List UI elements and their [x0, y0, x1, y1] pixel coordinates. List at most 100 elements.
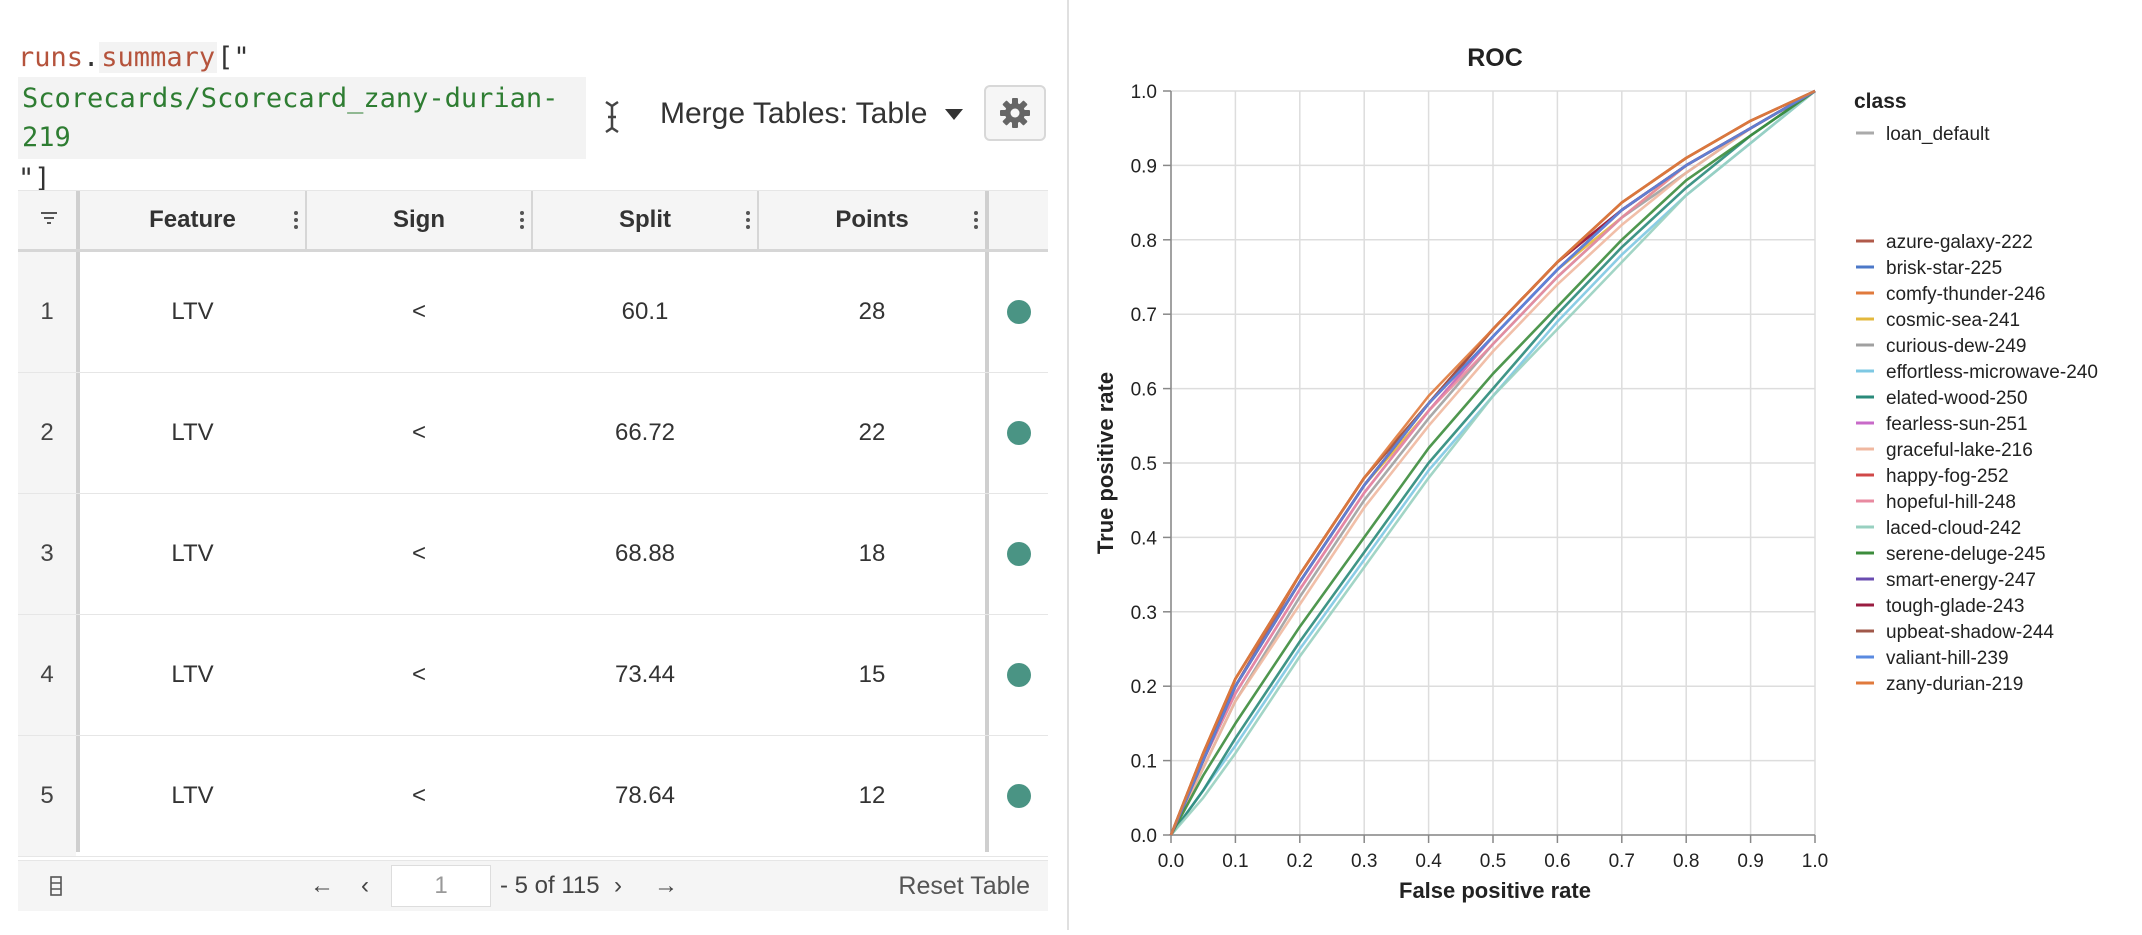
row-index: 4 [18, 615, 76, 735]
cell-feature: LTV [171, 782, 214, 809]
column-separator[interactable] [531, 191, 533, 249]
x-tick-label: 0.2 [1287, 851, 1313, 872]
table-panel: runs.summary[" Scorecards/Scorecard_zany… [0, 0, 1067, 930]
table-footer: ← ‹ - 5 of 115 › → Reset Table [18, 860, 1048, 911]
column-separator[interactable] [757, 191, 759, 249]
roc-chart: ROC 0.00.0 0.1 0.1 0.2 0.2 0.3 0.3 0.4 0.4 0.5 0.5… [1093, 44, 2098, 903]
legend-entry-label: fearless-sun-251 [1886, 414, 2028, 435]
column-header-label: Points [835, 206, 909, 233]
column-header-label: Split [619, 206, 671, 233]
x-tick-label: 0.0 [1158, 851, 1184, 872]
cell-points: 22 [858, 419, 886, 446]
series-line-laced-cloud-242 [1170, 89, 1816, 836]
y-tick-label: 0.5 [1131, 454, 1157, 475]
table-row[interactable]: 2 LTV < 66.72 22 [18, 373, 1048, 494]
cell-feature: LTV [171, 661, 214, 688]
row-status [989, 494, 1048, 614]
status-dot-icon [1006, 421, 1031, 445]
column-menu-icon[interactable] [973, 208, 979, 232]
row-status [989, 736, 1048, 856]
y-tick-label: 0.2 [1131, 677, 1157, 698]
legend-entry-label: hopeful-hill-248 [1886, 492, 2016, 513]
cell-sign: < [411, 298, 426, 325]
merge-tables-dropdown[interactable]: Merge Tables: Table [660, 92, 964, 136]
legend-entry-label: comfy-thunder-246 [1886, 284, 2045, 305]
row-status [989, 373, 1048, 493]
index-separator [76, 191, 80, 249]
x-tick-label: 1.0 [1802, 851, 1828, 872]
cell-sign: < [411, 661, 426, 688]
legend-entry-label: happy-fog-252 [1886, 466, 2009, 487]
x-tick-label: 0.6 [1544, 851, 1570, 872]
cell-sign: < [411, 419, 426, 446]
columns-icon[interactable] [50, 876, 62, 896]
column-menu-icon[interactable] [293, 208, 299, 232]
cell-feature: LTV [171, 540, 214, 567]
legend-entry-label: tough-glade-243 [1886, 596, 2024, 617]
cell-split: 78.64 [614, 782, 676, 809]
x-tick-label: 0.9 [1737, 851, 1763, 872]
table-row[interactable]: 4 LTV < 73.44 15 [18, 615, 1048, 736]
x-tick-label: 0.3 [1351, 851, 1377, 872]
column-header-label: Sign [393, 206, 445, 233]
table-row[interactable]: 5 LTV < 78.64 12 [18, 736, 1048, 857]
y-tick-label: 0.7 [1131, 305, 1157, 326]
row-status [989, 615, 1048, 735]
row-index: 5 [18, 736, 76, 856]
column-header-points[interactable]: Points [759, 191, 985, 249]
column-menu-icon[interactable] [745, 208, 751, 232]
legend-entry-label: serene-deluge-245 [1886, 544, 2046, 565]
query-attr: summary [99, 42, 218, 73]
column-header-feature[interactable]: Feature [80, 191, 305, 249]
series-line-valiant-hill-239 [1169, 89, 1816, 836]
legend-entry-label: curious-dew-249 [1886, 336, 2026, 357]
index-separator [76, 252, 80, 852]
y-tick-label: 0.9 [1131, 156, 1157, 177]
column-separator [985, 191, 989, 249]
table-row[interactable]: 1 LTV < 60.1 28 [18, 252, 1048, 373]
series-line-graceful-lake-216 [1169, 89, 1816, 836]
chart-grid [1170, 90, 1816, 836]
row-index: 2 [18, 373, 76, 493]
cell-feature: LTV [171, 419, 214, 446]
query-expression[interactable]: runs.summary[" Scorecards/Scorecard_zany… [18, 38, 598, 198]
page-number-input[interactable] [391, 865, 491, 907]
legend-entry-label: graceful-lake-216 [1886, 440, 2033, 461]
row-index: 1 [18, 252, 76, 372]
column-header-split[interactable]: Split [533, 191, 757, 249]
query-key[interactable]: Scorecards/Scorecard_zany-durian-219 [18, 77, 586, 159]
legend-entry-label: upbeat-shadow-244 [1886, 622, 2054, 643]
settings-button[interactable] [984, 85, 1046, 141]
legend-entry-label: azure-galaxy-222 [1886, 232, 2033, 253]
x-tick-label: 0.5 [1480, 851, 1506, 872]
legend-entry-label: zany-durian-219 [1886, 674, 2023, 695]
merge-tables-label: Merge Tables: Table [660, 97, 928, 130]
row-status [989, 252, 1048, 372]
chart-panel: ROC 0.0 0.0 0.1 0.1 0.2 0.2 0.3 0.3 0.4 0.4 0.5 0.5… [1069, 0, 2142, 930]
first-page-button[interactable]: ← [310, 872, 334, 899]
column-menu-icon[interactable] [519, 208, 525, 232]
chart-legend: class loan_default azure-galaxy-222 brisk-s… [1854, 90, 2098, 695]
filter-icon[interactable] [40, 211, 58, 227]
cell-points: 28 [858, 298, 886, 325]
panel-divider [1067, 0, 1069, 930]
right-separator [985, 252, 989, 852]
column-separator[interactable] [305, 191, 307, 249]
gear-icon [1000, 98, 1030, 128]
status-dot-icon [1006, 784, 1031, 808]
last-page-button[interactable]: → [654, 872, 678, 899]
chevron-down-icon [945, 108, 964, 120]
x-tick-label: 0.4 [1415, 851, 1442, 872]
cell-split: 60.1 [621, 298, 669, 325]
legend-entry-label: valiant-hill-239 [1886, 648, 2009, 669]
table-row[interactable]: 3 LTV < 68.88 18 [18, 494, 1048, 615]
prev-page-button[interactable]: ‹ [361, 872, 369, 899]
cell-split: 73.44 [614, 661, 676, 688]
series-line-serene-deluge-245 [1169, 89, 1816, 836]
next-page-button[interactable]: › [614, 872, 622, 899]
column-header-sign[interactable]: Sign [307, 191, 531, 249]
reset-table-button[interactable]: Reset Table [898, 871, 1030, 900]
cell-feature: LTV [171, 298, 214, 325]
y-tick-label: 0.1 [1131, 752, 1157, 773]
table-header: Feature Sign Split Points [18, 190, 1048, 252]
